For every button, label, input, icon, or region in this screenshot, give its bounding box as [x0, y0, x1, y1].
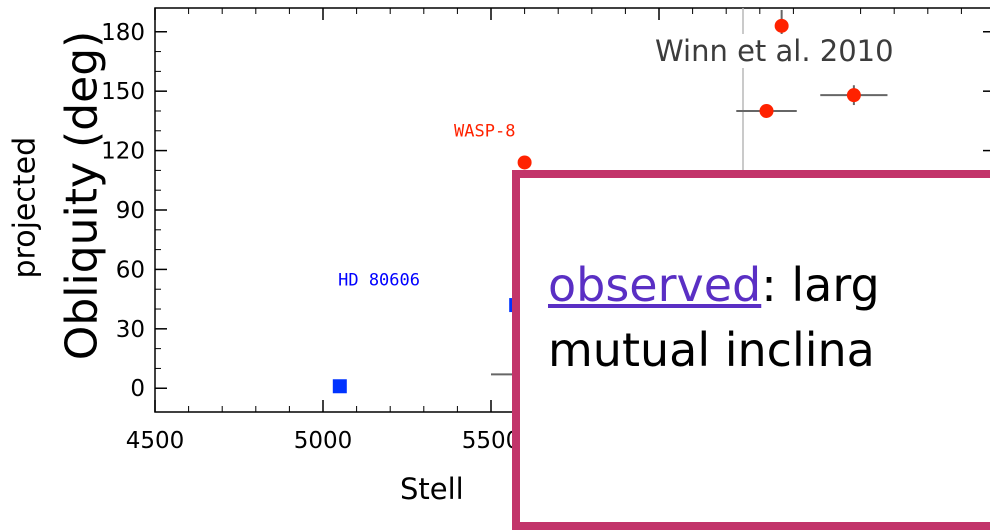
- data-point: [759, 103, 774, 118]
- y-tick-label: 0: [130, 376, 145, 402]
- y-axis-prefix-label: projected: [7, 136, 43, 279]
- callout-line-2: mutual inclina: [548, 323, 875, 377]
- scatter-plot: 03060901201501804500500055006 WASP-8HD 8…: [101, 7, 990, 454]
- data-point: [332, 379, 347, 394]
- y-tick-label: 150: [101, 79, 145, 105]
- y-tick-label: 90: [116, 198, 145, 224]
- callout-box: observed: larg mutual inclina: [512, 170, 990, 530]
- x-tick-label: 5000: [294, 428, 353, 454]
- point-annotation: HD 80606: [338, 270, 420, 290]
- callout-line-1-text: : larg: [761, 258, 880, 312]
- y-axis-label: Obliquity (deg): [56, 30, 108, 361]
- x-tick-label: 4500: [126, 428, 185, 454]
- figure: 03060901201501804500500055006 WASP-8HD 8…: [6, 0, 990, 530]
- y-tick-label: 30: [116, 317, 145, 343]
- y-axis-label-wrap: Obliquity (deg): [52, 0, 112, 509]
- y-axis-prefix-label-wrap: projected: [6, 0, 46, 509]
- x-tick-label: 5500: [462, 428, 521, 454]
- data-point: [517, 155, 532, 170]
- y-tick-label: 180: [101, 20, 145, 46]
- citation-label: Winn et al. 2010: [651, 34, 898, 68]
- data-point: [774, 18, 789, 33]
- data-point: [846, 88, 861, 103]
- point-annotation: WASP-8: [454, 122, 515, 142]
- y-tick-label: 120: [101, 139, 145, 165]
- observed-link[interactable]: observed: [548, 258, 762, 312]
- callout-line-1: observed: larg: [548, 258, 880, 312]
- x-axis-label: Stell: [400, 472, 464, 506]
- y-tick-label: 60: [116, 257, 145, 283]
